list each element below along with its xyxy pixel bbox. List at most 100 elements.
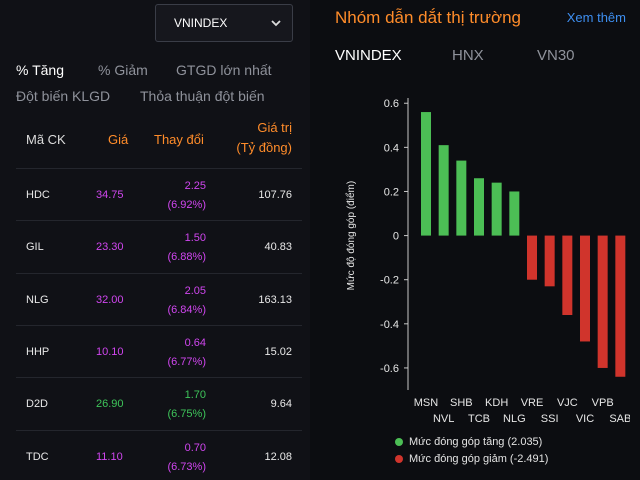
stock-change: 2.05 (6.84%) bbox=[167, 282, 206, 320]
y-tick-label: -0.2 bbox=[380, 275, 399, 287]
chevron-down-icon bbox=[271, 20, 281, 27]
stock-price: 11.10 bbox=[96, 450, 123, 463]
stock-price: 26.90 bbox=[96, 398, 124, 411]
table-row[interactable]: HHP 10.10 0.64 (6.77%) 15.02 bbox=[16, 324, 302, 377]
bar-vic bbox=[580, 235, 590, 342]
filter-top-value[interactable]: GTGD lớn nhất bbox=[176, 62, 272, 78]
legend-negative-label: Mức đóng góp giảm (-2.491) bbox=[409, 453, 549, 465]
stock-price: 10.10 bbox=[96, 345, 124, 358]
stock-code: HDC bbox=[26, 189, 50, 201]
section-title: Nhóm dẫn dắt thị trường bbox=[335, 8, 522, 27]
stock-change: 0.64 (6.77%) bbox=[167, 334, 206, 372]
tab-hnx[interactable]: HNX bbox=[452, 47, 484, 64]
stock-code: HHP bbox=[26, 345, 50, 358]
y-tick-label: 0.2 bbox=[384, 186, 399, 198]
change-amount: 1.50 bbox=[184, 232, 206, 245]
x-tick-label: MSN bbox=[414, 397, 439, 409]
stock-code: NLG bbox=[26, 293, 49, 306]
table-row[interactable]: HDC 34.75 2.25 (6.92%) 107.76 bbox=[16, 168, 302, 220]
header-change: Thay đổi bbox=[154, 132, 204, 147]
header-value: Giá trị (Tỷ đồng) bbox=[236, 118, 292, 158]
change-amount: 1.70 bbox=[184, 389, 206, 402]
table-row[interactable]: TDC 11.10 0.70 (6.73%) 12.08 bbox=[16, 429, 302, 480]
x-tick-label: NVL bbox=[433, 413, 454, 425]
bar-vjc bbox=[562, 235, 573, 315]
x-tick-label: TCB bbox=[468, 413, 490, 425]
change-percent: (6.77%) bbox=[167, 355, 206, 368]
bar-nvl bbox=[438, 145, 449, 236]
bar-tcb bbox=[474, 178, 484, 236]
stock-price: 32.00 bbox=[96, 293, 124, 306]
see-more-link[interactable]: Xem thêm bbox=[566, 10, 626, 25]
trade-value: 12.08 bbox=[264, 450, 292, 463]
tab-vnindex[interactable]: VNINDEX bbox=[335, 47, 402, 64]
header-code: Mã CK bbox=[26, 132, 66, 147]
bar-msn bbox=[421, 112, 431, 236]
left-panel: VNINDEX % Tăng % Giảm GTGD lớn nhất Đột … bbox=[0, 0, 310, 480]
bar-vpb bbox=[597, 235, 608, 368]
index-select[interactable]: VNINDEX bbox=[155, 4, 293, 42]
trade-value: 163.13 bbox=[258, 293, 292, 306]
trade-value: 15.02 bbox=[264, 345, 292, 358]
x-tick-label: SSI bbox=[541, 413, 559, 425]
change-percent: (6.75%) bbox=[167, 408, 206, 421]
change-amount: 2.05 bbox=[184, 284, 206, 297]
table-row[interactable]: GIL 23.30 1.50 (6.88%) 40.83 bbox=[16, 220, 302, 272]
filter-volume-spike[interactable]: Đột biến KLGD bbox=[16, 88, 111, 104]
change-amount: 0.70 bbox=[184, 441, 206, 454]
header-value-line2: (Tỷ đồng) bbox=[236, 140, 292, 155]
y-tick-label: 0.4 bbox=[384, 142, 399, 154]
stock-price: 23.30 bbox=[96, 241, 124, 254]
y-tick-label: 0 bbox=[393, 231, 399, 243]
legend-positive-label: Mức đóng góp tăng (2.035) bbox=[409, 436, 543, 448]
table-row[interactable]: D2D 26.90 1.70 (6.75%) 9.64 bbox=[16, 377, 302, 429]
contribution-chart: 0.6 0.4 0.2 0 -0.2 -0.4 -0.6 Mức độ đóng góp (đ… bbox=[345, 98, 630, 425]
tab-vn30[interactable]: VN30 bbox=[537, 47, 575, 64]
stock-change: 0.70 (6.73%) bbox=[167, 439, 206, 477]
change-percent: (6.88%) bbox=[167, 251, 206, 264]
x-tick-label: VJC bbox=[557, 397, 578, 409]
stock-code: D2D bbox=[26, 398, 49, 411]
change-amount: 2.25 bbox=[184, 180, 206, 192]
bar-kdh bbox=[491, 182, 502, 236]
x-tick-label: SAB bbox=[609, 413, 630, 425]
x-tick-label: KDH bbox=[485, 397, 508, 409]
legend-negative: Mức đóng góp giảm (-2.491) bbox=[395, 453, 548, 465]
stock-change: 1.50 (6.88%) bbox=[167, 229, 206, 267]
change-percent: (6.73%) bbox=[167, 460, 206, 473]
header-price: Giá bbox=[108, 132, 129, 147]
bar-vre bbox=[527, 235, 537, 280]
bar-ssi bbox=[544, 235, 555, 287]
stock-code: TDC bbox=[26, 450, 49, 463]
bar-shb bbox=[456, 160, 467, 236]
trade-value: 40.83 bbox=[264, 241, 292, 254]
legend-positive-dot bbox=[395, 438, 403, 446]
stock-price: 34.75 bbox=[96, 189, 124, 201]
y-tick-label: 0.6 bbox=[384, 98, 399, 110]
stock-change: 2.25 (6.92%) bbox=[167, 177, 206, 215]
y-axis-label: Mức độ đóng góp (điểm) bbox=[345, 181, 357, 291]
stock-code: GIL bbox=[26, 241, 44, 254]
legend-negative-dot bbox=[395, 455, 403, 463]
change-amount: 0.64 bbox=[184, 336, 206, 349]
x-tick-label: SHB bbox=[450, 397, 473, 409]
stock-change: 1.70 (6.75%) bbox=[167, 386, 206, 424]
index-select-value: VNINDEX bbox=[174, 16, 228, 30]
bar-sab bbox=[615, 235, 626, 377]
change-percent: (6.92%) bbox=[167, 199, 206, 211]
filter-deal-spike[interactable]: Thỏa thuận đột biến bbox=[140, 88, 265, 104]
trade-value: 9.64 bbox=[270, 398, 292, 411]
legend-positive: Mức đóng góp tăng (2.035) bbox=[395, 436, 542, 448]
filter-pct-increase[interactable]: % Tăng bbox=[16, 62, 64, 78]
filter-pct-decrease[interactable]: % Giảm bbox=[98, 62, 148, 78]
x-tick-label: VIC bbox=[576, 413, 594, 425]
x-tick-label: VRE bbox=[521, 397, 544, 409]
y-tick-label: -0.6 bbox=[380, 363, 399, 375]
y-tick-label: -0.4 bbox=[380, 319, 399, 331]
change-percent: (6.84%) bbox=[167, 303, 206, 316]
x-tick-label: VPB bbox=[592, 397, 614, 409]
bar-nlg bbox=[509, 191, 520, 236]
header-value-line1: Giá trị bbox=[257, 120, 292, 135]
x-tick-label: NLG bbox=[503, 413, 526, 425]
table-row[interactable]: NLG 32.00 2.05 (6.84%) 163.13 bbox=[16, 272, 302, 325]
